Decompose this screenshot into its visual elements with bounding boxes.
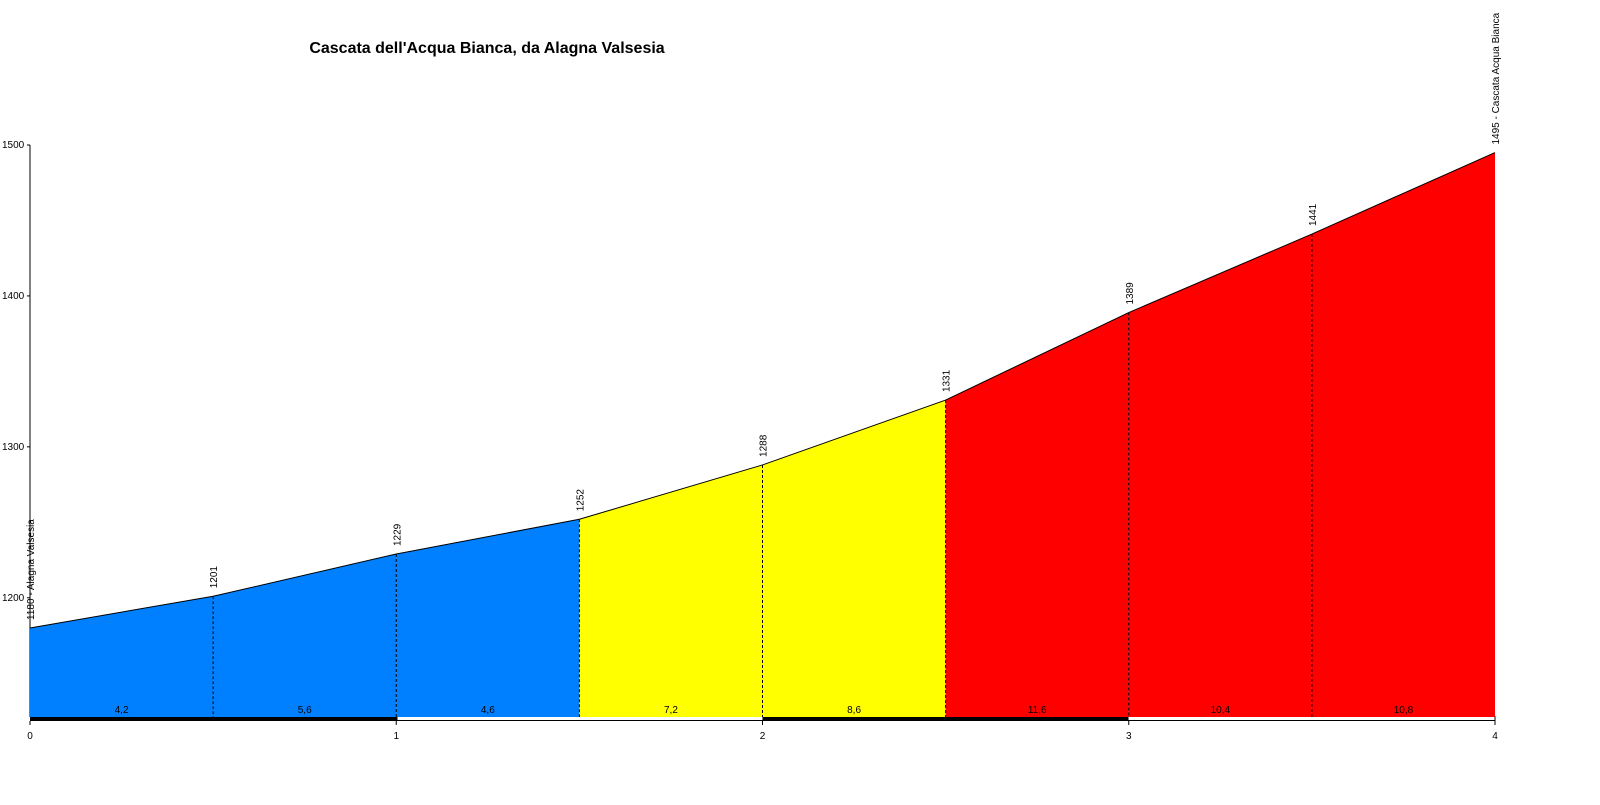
chart-title: Cascata dell'Acqua Bianca, da Alagna Val… <box>309 40 664 57</box>
point-label: 1229 <box>392 523 403 546</box>
point-label: 1389 <box>1125 282 1136 305</box>
segment-area <box>1311 152 1495 718</box>
segment-area <box>396 519 580 717</box>
point-label: 1201 <box>209 566 220 589</box>
point-label: 1441 <box>1308 203 1319 226</box>
point-label: 1180 - Alagna Valsesia <box>26 519 37 620</box>
segment-area <box>1128 234 1312 717</box>
x-tick-label: 0 <box>27 731 33 742</box>
segment-area <box>30 596 214 717</box>
y-tick-label: 1300 <box>2 442 25 453</box>
gradient-label: 5,6 <box>298 705 312 716</box>
scale-bar <box>763 716 1128 721</box>
profile-line <box>29 595 214 629</box>
gradient-label: 10,8 <box>1394 705 1414 716</box>
scale-bar <box>1127 716 1496 721</box>
profile-line <box>396 518 580 555</box>
y-tick-label: 1500 <box>2 140 25 151</box>
point-label: 1331 <box>942 369 953 392</box>
gradient-label: 4,6 <box>481 705 495 716</box>
profile-line <box>213 553 397 597</box>
gradient-label: 11,6 <box>1028 705 1047 716</box>
point-label: 1495 - Cascata Acqua Bianca <box>1491 12 1502 144</box>
point-label: 1288 <box>759 434 770 457</box>
segment-area <box>579 464 763 717</box>
point-label: 1252 <box>575 489 586 512</box>
profile-line <box>1311 152 1496 235</box>
x-tick-label: 3 <box>1126 731 1132 742</box>
y-tick-label: 1200 <box>2 593 25 604</box>
gradient-label: 8,6 <box>847 705 861 716</box>
gradient-label: 7,2 <box>664 705 678 716</box>
segment-area <box>762 400 946 717</box>
x-tick-label: 2 <box>760 731 766 742</box>
segment-area <box>945 312 1129 717</box>
scale-bar <box>30 716 397 721</box>
segment-area <box>213 554 397 717</box>
profile-line <box>1128 233 1313 313</box>
gradient-label: 10,4 <box>1211 705 1231 716</box>
x-tick-label: 4 <box>1492 731 1498 742</box>
profile-line <box>945 312 1129 401</box>
profile-line <box>762 399 946 466</box>
scale-bar <box>396 716 764 721</box>
gradient-label: 4,2 <box>115 705 129 716</box>
y-tick-label: 1400 <box>2 291 25 302</box>
profile-line <box>579 464 763 520</box>
x-tick-label: 1 <box>393 731 399 742</box>
